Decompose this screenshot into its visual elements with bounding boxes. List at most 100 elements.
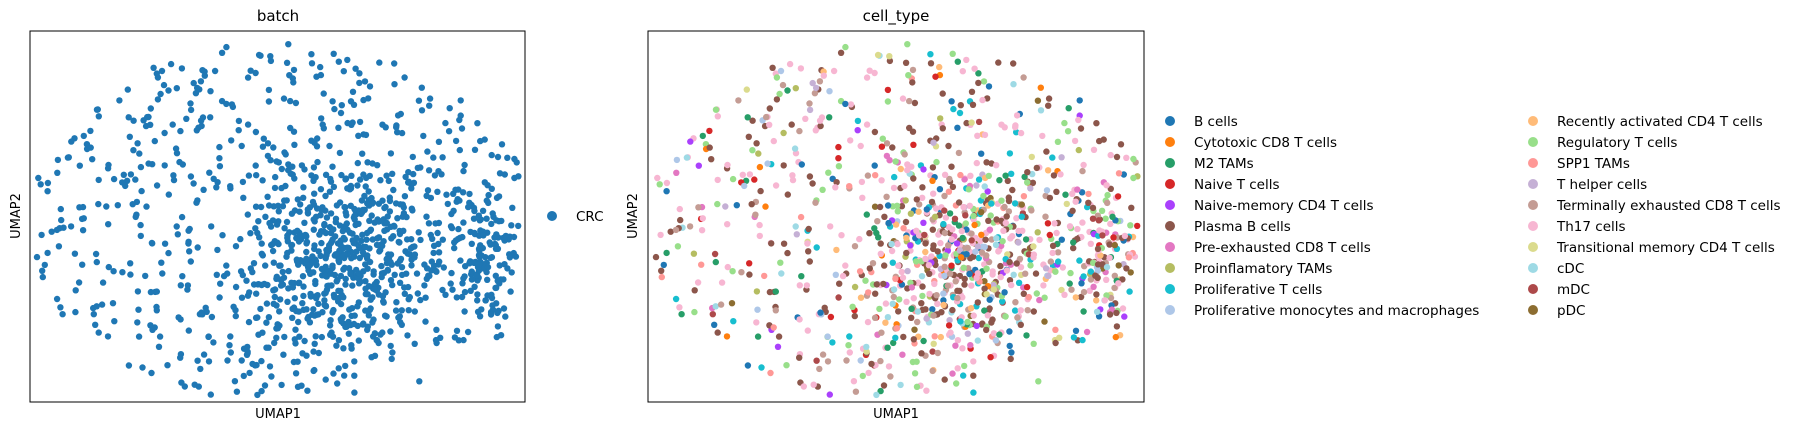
cell-type-point <box>961 281 968 288</box>
cell-type-point <box>885 219 892 227</box>
batch-point <box>33 253 41 261</box>
cell-type-point <box>999 298 1006 305</box>
batch-point <box>92 250 100 258</box>
cell-type-point <box>884 314 892 321</box>
batch-point <box>294 196 301 203</box>
cell-type-point <box>884 98 892 105</box>
batch-point <box>405 307 412 314</box>
cell-type-point <box>890 293 897 301</box>
cell-type-point <box>972 248 979 255</box>
batch-point <box>238 294 246 301</box>
cell-type-point <box>1111 284 1118 292</box>
cell-type-point <box>891 173 898 181</box>
batch-point <box>466 190 473 198</box>
cell-type-point <box>756 163 764 171</box>
cell-type-point <box>1052 326 1059 333</box>
batch-point <box>274 202 282 209</box>
batch-point <box>340 68 347 75</box>
cell-type-point <box>1069 190 1076 197</box>
cell-type-point <box>698 227 706 234</box>
batch-point <box>294 358 301 365</box>
cell-type-point <box>786 60 794 68</box>
batch-point <box>284 298 291 305</box>
cell-type-point <box>974 270 981 277</box>
cell-type-point <box>835 294 842 301</box>
batch-point <box>405 169 412 176</box>
cell-type-point <box>1090 283 1097 290</box>
batch-point <box>186 248 193 255</box>
batch-point <box>374 216 381 223</box>
cell-type-point <box>806 258 813 265</box>
cell-type-point <box>1040 282 1047 289</box>
batch-point <box>311 139 318 146</box>
batch-point <box>351 312 358 319</box>
batch-point <box>315 248 322 255</box>
cell-type-point <box>856 235 863 243</box>
batch-point <box>311 340 318 347</box>
batch-point <box>327 317 334 324</box>
cell-type-point <box>1058 286 1065 294</box>
cell-type-point <box>744 362 752 369</box>
batch-point <box>123 177 131 184</box>
cell-type-point <box>816 78 824 85</box>
batch-point <box>491 234 498 241</box>
batch-point <box>291 336 298 343</box>
cell-type-legend-marker <box>1165 263 1175 273</box>
cell-type-point <box>766 105 773 112</box>
batch-point <box>335 337 343 344</box>
cell-type-point <box>948 98 955 105</box>
batch-point <box>331 105 338 113</box>
cell-type-point <box>1072 327 1080 334</box>
batch-point <box>356 70 363 77</box>
batch-point <box>336 199 344 206</box>
batch-point <box>170 172 177 179</box>
cell-type-point <box>1086 287 1093 294</box>
cell-type-point <box>1114 193 1122 200</box>
batch-point <box>483 215 490 222</box>
cell-type-point <box>806 106 814 114</box>
batch-point <box>258 240 265 247</box>
cell-type-point <box>775 333 783 340</box>
cell-type-point <box>971 221 978 229</box>
cell-type-point <box>946 317 953 324</box>
batch-point <box>484 276 491 283</box>
cell-type-point <box>1025 293 1033 301</box>
batch-point <box>322 263 329 270</box>
cell-type-point <box>789 176 797 184</box>
batch-point <box>381 227 388 234</box>
cell-type-point <box>970 358 977 365</box>
batch-point <box>283 59 291 66</box>
cell-type-point <box>804 240 811 247</box>
batch-point <box>411 243 418 250</box>
batch-point <box>430 242 438 249</box>
cell-type-point <box>714 329 721 336</box>
cell-type-point <box>656 181 663 188</box>
cell-type-point <box>920 219 927 226</box>
cell-type-point <box>908 305 915 312</box>
batch-point <box>161 162 168 169</box>
batch-point <box>217 280 224 287</box>
cell-type-point <box>918 273 926 280</box>
batch-point <box>185 327 192 334</box>
batch-point <box>435 138 443 145</box>
cell-type-point <box>968 88 976 96</box>
cell-type-point <box>796 127 803 135</box>
batch-point <box>193 84 201 92</box>
batch-point <box>354 182 361 189</box>
batch-point <box>475 245 483 253</box>
batch-point <box>444 200 451 208</box>
cell-type-point <box>997 273 1004 281</box>
batch-point <box>309 253 316 260</box>
batch-point <box>191 381 198 388</box>
batch-point <box>277 296 284 303</box>
cell-type-point <box>1009 186 1016 194</box>
batch-point <box>336 149 344 157</box>
cell-type-point <box>856 268 864 275</box>
cell-type-point <box>777 259 784 266</box>
cell-type-point <box>1103 182 1110 189</box>
cell-type-point <box>658 273 665 281</box>
batch-point <box>450 190 457 197</box>
batch-point <box>349 119 356 126</box>
cell-type-point <box>1080 273 1087 280</box>
